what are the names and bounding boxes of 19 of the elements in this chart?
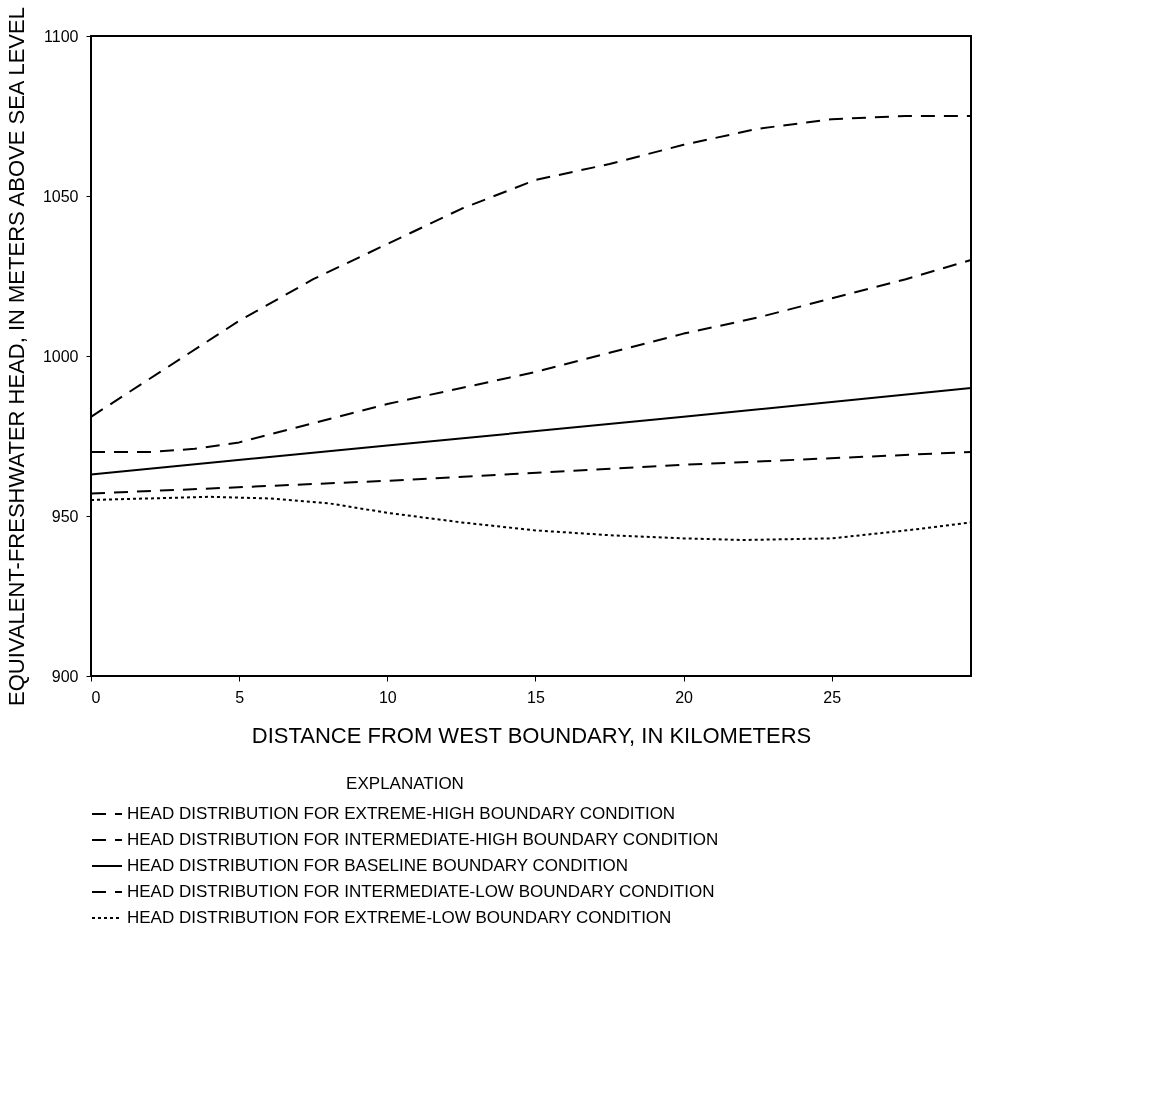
legend-label: HEAD DISTRIBUTION FOR INTERMEDIATE-HIGH BOUNDARY CONDITION xyxy=(127,830,719,849)
y-tick-label: 1000 xyxy=(42,347,79,365)
legend-title: EXPLANATION xyxy=(346,774,464,793)
x-tick-label: 15 xyxy=(527,688,545,706)
y-axis-title: EQUIVALENT-FRESHWATER HEAD, IN METERS ABOVE SEA LEVEL xyxy=(3,7,29,706)
y-tick-label: 950 xyxy=(51,507,79,525)
x-tick-label: 5 xyxy=(235,688,245,706)
y-tick-label: 1100 xyxy=(44,27,79,45)
x-tick-label: 20 xyxy=(675,688,694,706)
legend-label: HEAD DISTRIBUTION FOR EXTREME-LOW BOUNDARY CONDITION xyxy=(127,908,672,927)
legend-label: HEAD DISTRIBUTION FOR INTERMEDIATE-LOW BOUNDARY CONDITION xyxy=(127,882,715,901)
y-tick-label: 900 xyxy=(51,667,79,685)
x-tick-label: 10 xyxy=(378,688,397,706)
x-tick-label: 25 xyxy=(823,688,842,706)
legend-label: HEAD DISTRIBUTION FOR EXTREME-HIGH BOUNDARY CONDITION xyxy=(127,804,676,823)
x-tick-label: 0 xyxy=(91,688,101,706)
y-tick-label: 1050 xyxy=(42,187,79,205)
legend-label: HEAD DISTRIBUTION FOR BASELINE BOUNDARY CONDITION xyxy=(127,856,628,875)
x-axis-title: DISTANCE FROM WEST BOUNDARY, IN KILOMETERS xyxy=(251,722,812,748)
